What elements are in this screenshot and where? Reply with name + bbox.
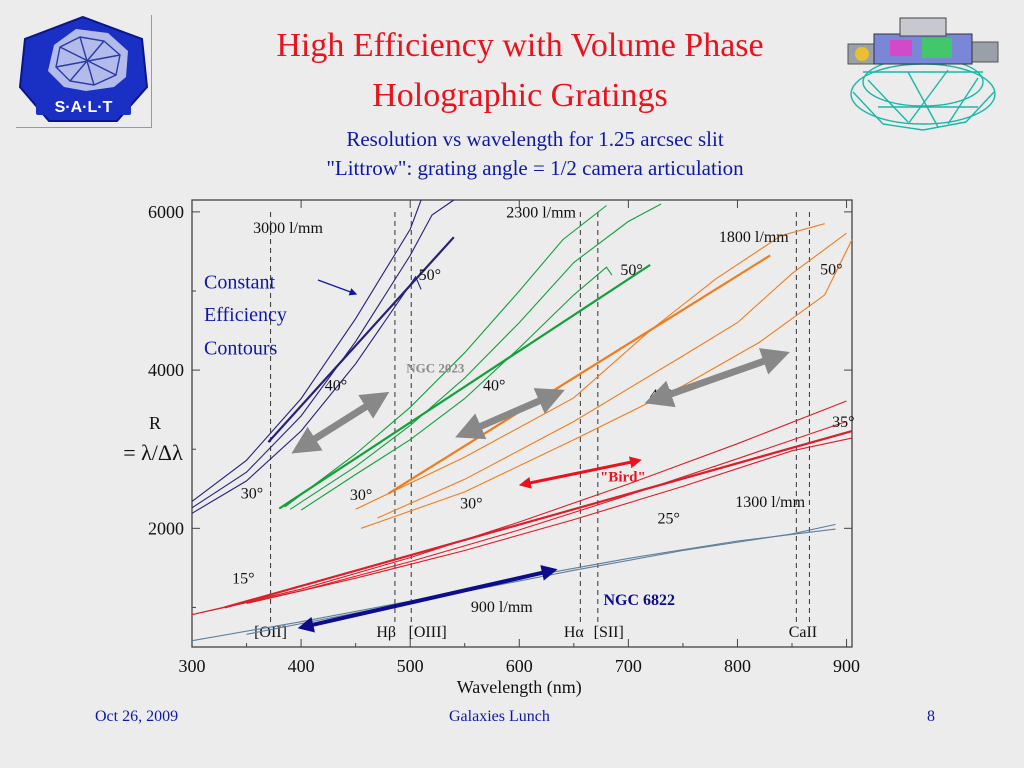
- x-tick-label: 500: [397, 656, 424, 676]
- arrow-label-bird: "Bird": [600, 470, 646, 486]
- grating-curve: [289, 203, 662, 510]
- angle-label: 30°: [350, 487, 372, 504]
- angle-label: 50°: [620, 262, 642, 279]
- y-axis-label-r: R: [149, 413, 161, 433]
- spectral-line-label: CaII: [789, 624, 817, 641]
- grating-curve: [191, 199, 422, 502]
- grating-segment: [278, 263, 651, 510]
- angle-label: 50°: [419, 267, 441, 284]
- angle-label: 30°: [460, 496, 482, 513]
- grating-curve: [300, 266, 613, 511]
- annotation-pointer: [317, 279, 358, 296]
- footer-event: Galaxies Lunch: [449, 708, 550, 725]
- x-tick-label: 900: [833, 656, 860, 676]
- slide-title-line1: High Efficiency with Volume Phase: [276, 27, 764, 64]
- constant-efficiency-label: Constant: [204, 272, 276, 294]
- grating-name-label: 3000 l/mm: [253, 220, 323, 237]
- footer-date: Oct 26, 2009: [95, 708, 179, 725]
- angle-label: 30°: [241, 485, 263, 502]
- spectral-line-label: Hβ: [376, 624, 396, 641]
- resolution-chart: 300 400 500 600 700 800 900 2000 4000 6000 Wavelen…: [123, 199, 860, 698]
- constant-efficiency-label: Contours: [204, 337, 278, 359]
- footer-page-number: 8: [927, 708, 935, 725]
- double-arrow: [644, 348, 790, 408]
- grating-curve: [191, 528, 836, 642]
- spectral-line-label: Hα: [564, 624, 585, 641]
- grating-name-label: 1300 l/mm: [735, 494, 805, 511]
- plot-frame: [191, 199, 853, 648]
- x-tick-label: 400: [288, 656, 315, 676]
- constant-efficiency-label: Efficiency: [204, 304, 287, 326]
- slide-subtitle-line2: "Littrow": grating angle = 1/2 camera ar…: [326, 156, 744, 180]
- salt-logo-frame: S·A·L·T: [16, 15, 152, 128]
- x-axis-label: Wavelength (nm): [457, 677, 582, 698]
- slide-title-line2: Holographic Gratings: [372, 77, 668, 114]
- slide-subtitle-line1: Resolution vs wavelength for 1.25 arcsec…: [346, 127, 724, 151]
- spectral-line-label: [SII]: [594, 624, 624, 641]
- y-tick-label: 6000: [148, 202, 184, 222]
- angle-label: 15°: [232, 571, 254, 588]
- y-axis-label-formula: = λ/Δλ: [123, 440, 183, 465]
- grating-curve: [191, 199, 455, 509]
- arrow-label-ngc2023: NGC 2023: [406, 360, 465, 375]
- angle-label: 25°: [658, 511, 680, 528]
- x-tick-label: 600: [506, 656, 533, 676]
- grating-name-label: 2300 l/mm: [506, 204, 576, 221]
- telescope-instrument-image: [838, 12, 1008, 137]
- spectral-line-label: [OIII]: [409, 624, 447, 641]
- double-arrow: [297, 565, 558, 633]
- double-arrow: [291, 391, 390, 454]
- x-tick-label: 800: [724, 656, 751, 676]
- grating-name-label: 1800 l/mm: [719, 229, 789, 246]
- double-arrow: [518, 456, 642, 489]
- double-arrow: [455, 388, 565, 440]
- y-tick-label: 2000: [148, 518, 184, 538]
- angle-label: 40°: [325, 378, 347, 395]
- angle-label: 50°: [820, 261, 842, 278]
- arrow-label-ngc6822: NGC 6822: [603, 592, 675, 609]
- grating-name-label: 900 l/mm: [471, 599, 533, 616]
- angle-label: 35°: [832, 414, 854, 431]
- grating-curve: [284, 205, 607, 508]
- x-tick-label: 300: [179, 656, 206, 676]
- grating-segment: [387, 254, 771, 495]
- salt-logo: S·A·L·T: [18, 15, 149, 122]
- x-tick-label: 700: [615, 656, 642, 676]
- grating-segment: [224, 429, 853, 609]
- logo-text: S·A·L·T: [55, 99, 113, 116]
- angle-label: 40°: [483, 378, 505, 395]
- y-tick-label: 4000: [148, 360, 184, 380]
